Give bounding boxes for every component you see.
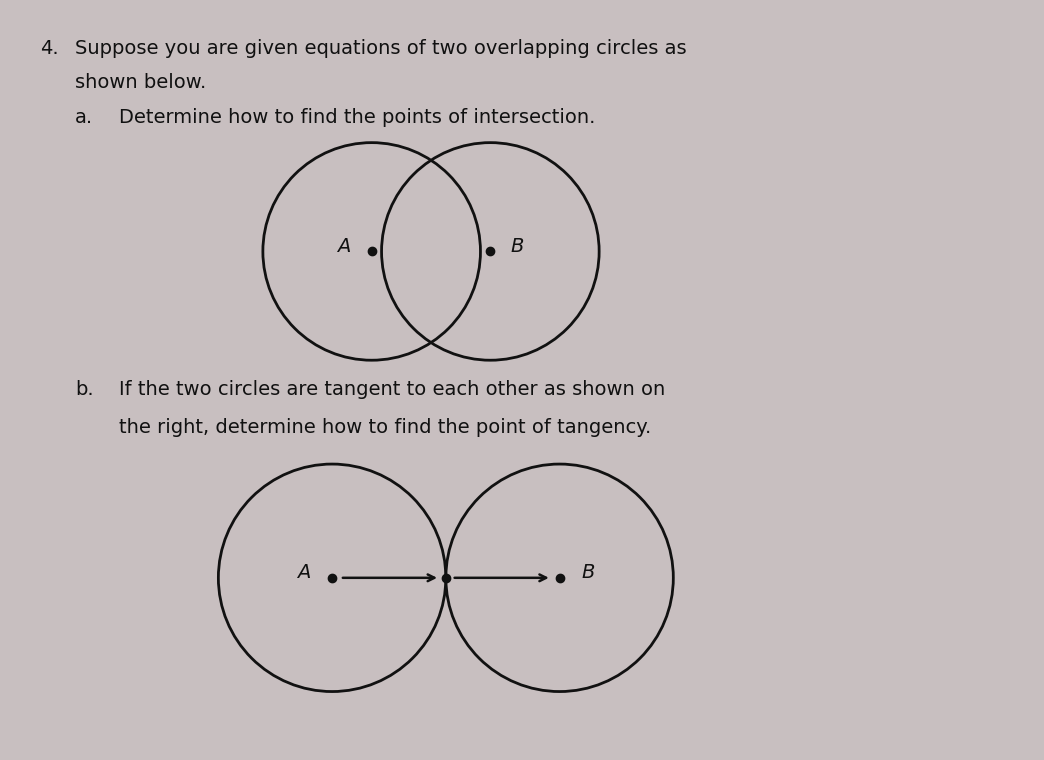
Text: shown below.: shown below.: [75, 74, 207, 93]
Text: B: B: [511, 237, 523, 256]
Text: a.: a.: [75, 108, 93, 127]
Text: A: A: [336, 237, 350, 256]
Text: Suppose you are given equations of two overlapping circles as: Suppose you are given equations of two o…: [75, 39, 687, 58]
Text: 4.: 4.: [41, 39, 58, 58]
Text: b.: b.: [75, 380, 94, 399]
Text: B: B: [582, 563, 595, 582]
Text: If the two circles are tangent to each other as shown on: If the two circles are tangent to each o…: [119, 380, 666, 399]
Text: A: A: [296, 563, 310, 582]
Text: the right, determine how to find the point of tangency.: the right, determine how to find the poi…: [119, 417, 651, 436]
Text: Determine how to find the points of intersection.: Determine how to find the points of inte…: [119, 108, 596, 127]
